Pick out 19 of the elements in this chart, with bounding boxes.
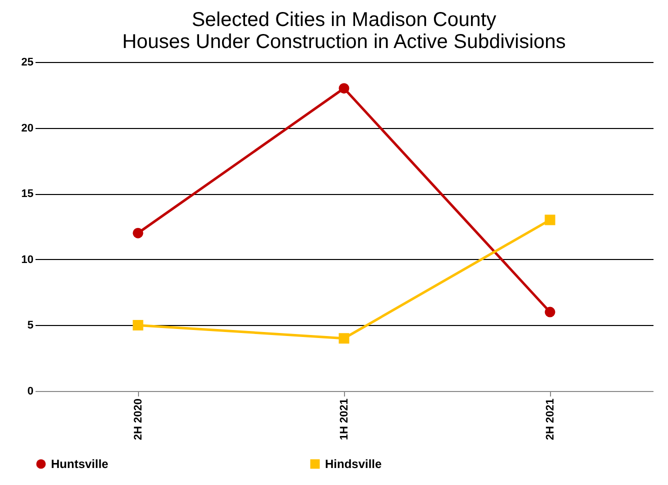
x-tick-label: 1H 2021 — [338, 398, 350, 440]
point — [132, 320, 144, 330]
text: Houses Under Construction in Active Subdivisions — [122, 31, 566, 53]
point — [544, 306, 556, 318]
y-tick-label: 5 — [27, 320, 34, 332]
point — [132, 228, 144, 238]
point — [338, 83, 350, 94]
point — [544, 214, 556, 226]
legend-label: Hindsville — [325, 457, 382, 471]
text: Selected Cities in Madison County — [192, 9, 496, 31]
point — [338, 333, 350, 344]
y-tick-label: 0 — [27, 386, 34, 398]
y-tick-label: 10 — [21, 254, 34, 266]
x-tick-label: 2H 2020 — [132, 398, 144, 440]
legend-label: Huntsville — [51, 457, 109, 471]
y-tick-label: 15 — [21, 188, 34, 200]
y-tick-label: 20 — [21, 122, 34, 134]
y-tick-label: 25 — [21, 56, 34, 68]
x-tick-label: 2H 2021 — [544, 398, 556, 440]
